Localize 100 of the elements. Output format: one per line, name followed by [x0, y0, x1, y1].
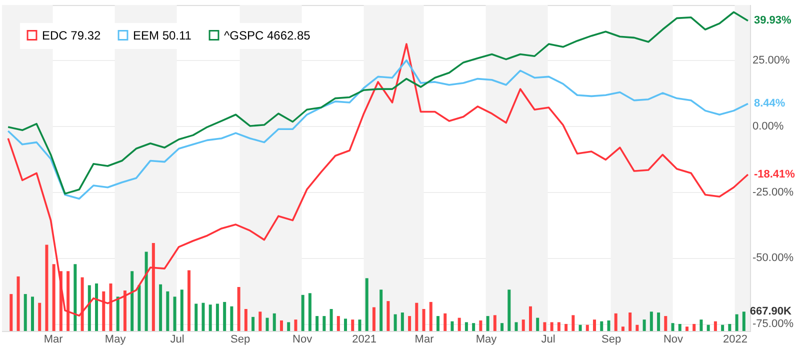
bar — [152, 242, 155, 331]
bar — [678, 324, 682, 331]
bar — [593, 320, 596, 331]
bar — [557, 322, 560, 331]
bar — [102, 291, 106, 331]
x-tick-label: Jul — [170, 334, 184, 346]
bar — [650, 312, 653, 331]
x-tick-label: Nov — [292, 334, 313, 346]
bar — [88, 285, 91, 331]
x-tick-label: 2022 — [723, 334, 748, 346]
y-tick-label: -75.00% — [752, 318, 794, 330]
bar — [714, 321, 717, 331]
annotation: 667.90K — [750, 306, 792, 318]
bar — [316, 316, 319, 331]
bar — [728, 324, 732, 331]
bar — [45, 244, 48, 331]
bar — [272, 313, 276, 331]
bar — [336, 316, 340, 331]
bar — [536, 318, 540, 331]
data-label: 39.93% — [754, 14, 792, 27]
bar — [493, 315, 496, 331]
bar — [429, 302, 432, 331]
bar — [80, 277, 84, 331]
bar — [365, 278, 368, 331]
bar — [479, 320, 482, 331]
legend-label: EDC 79.32 — [42, 28, 102, 42]
bar — [664, 316, 668, 331]
bar — [202, 302, 205, 331]
bar — [472, 323, 476, 331]
bar — [500, 323, 504, 331]
bar — [657, 312, 660, 331]
x-tick-label: May — [476, 334, 498, 346]
bar — [188, 270, 190, 331]
bar — [308, 293, 312, 331]
bar — [30, 296, 34, 331]
bar — [642, 320, 646, 331]
bar — [237, 286, 240, 331]
x-tick-label: Nov — [663, 334, 684, 346]
bar — [450, 321, 454, 331]
bar — [344, 318, 348, 331]
bar — [116, 296, 120, 331]
bar — [386, 301, 390, 331]
bar — [130, 271, 134, 331]
bar — [24, 294, 27, 331]
bar — [216, 304, 219, 331]
bar — [415, 302, 418, 331]
bar — [543, 322, 546, 331]
bar — [522, 320, 525, 331]
bar — [528, 306, 532, 331]
x-tick-label: Jul — [541, 334, 556, 346]
x-tick-label: May — [104, 334, 126, 346]
bar — [380, 290, 383, 331]
bar — [358, 320, 362, 331]
bar — [180, 290, 184, 331]
bar — [166, 291, 170, 331]
line-series — [7, 11, 749, 195]
bar — [10, 294, 13, 331]
bar — [671, 323, 674, 331]
line-series — [7, 59, 749, 200]
bar — [351, 320, 354, 331]
bar — [74, 264, 77, 331]
bar — [322, 316, 326, 331]
bar — [735, 314, 738, 331]
bar — [436, 316, 440, 331]
y-tick-label: -25.00% — [752, 186, 794, 198]
data-label: 8.44% — [754, 98, 786, 110]
bar — [614, 313, 618, 331]
bar — [564, 324, 568, 331]
data-label: -18.41% — [754, 168, 796, 180]
bar — [621, 326, 624, 331]
bar — [38, 302, 42, 331]
bar — [600, 321, 604, 331]
x-tick-label: Mar — [44, 334, 64, 346]
bar — [692, 324, 696, 331]
bar — [486, 316, 490, 331]
x-tick-label: Sep — [601, 334, 622, 346]
bar — [394, 314, 397, 331]
bar — [628, 312, 632, 331]
bar — [109, 283, 112, 331]
bar — [408, 316, 412, 331]
bar — [287, 322, 290, 331]
bar — [742, 312, 746, 331]
bar — [301, 294, 304, 331]
bar — [444, 313, 447, 331]
bar — [400, 312, 404, 331]
bar — [173, 296, 176, 331]
bar — [550, 322, 554, 331]
bar — [422, 308, 426, 331]
bar — [280, 320, 283, 331]
bar — [208, 304, 212, 331]
x-tick-label: Sep — [230, 334, 250, 346]
bar — [464, 322, 468, 331]
bar — [586, 324, 589, 331]
bar — [514, 322, 518, 331]
bar — [159, 284, 162, 331]
bar — [16, 276, 20, 331]
y-tick-label: 0.00% — [752, 120, 784, 132]
bar — [578, 324, 582, 331]
bar — [230, 306, 234, 331]
bar — [636, 324, 639, 331]
